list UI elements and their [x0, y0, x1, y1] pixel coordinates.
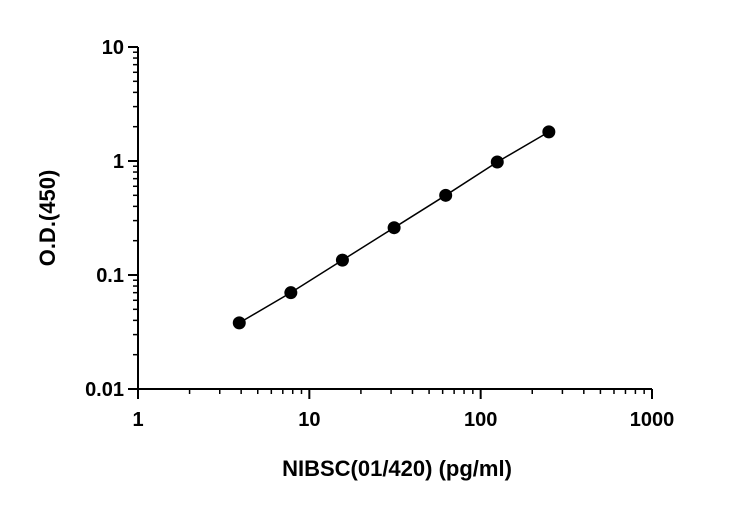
data-points	[232, 125, 556, 330]
data-point	[542, 125, 556, 139]
x-tick-label: 1	[132, 409, 143, 431]
y-axis-title: O.D.(450)	[35, 170, 60, 267]
axes	[128, 46, 653, 399]
x-axis-title: NIBSC(01/420) (pg/ml)	[282, 456, 512, 481]
data-point	[490, 155, 504, 169]
y-tick-label: 0.01	[85, 379, 124, 401]
y-tick-label: 1	[113, 151, 124, 173]
data-point	[439, 188, 453, 202]
data-point	[387, 221, 401, 235]
x-tick-label: 100	[464, 409, 497, 431]
data-point	[284, 286, 298, 300]
y-tick-label: 0.1	[96, 265, 124, 287]
y-tick-label: 10	[102, 37, 124, 59]
x-tick-label: 10	[298, 409, 320, 431]
data-point	[232, 316, 246, 330]
x-tick-label: 1000	[630, 409, 675, 431]
tick-labels: 1 10 100 1000 0.01 0.1 1 10	[85, 37, 674, 431]
data-point	[335, 253, 349, 267]
